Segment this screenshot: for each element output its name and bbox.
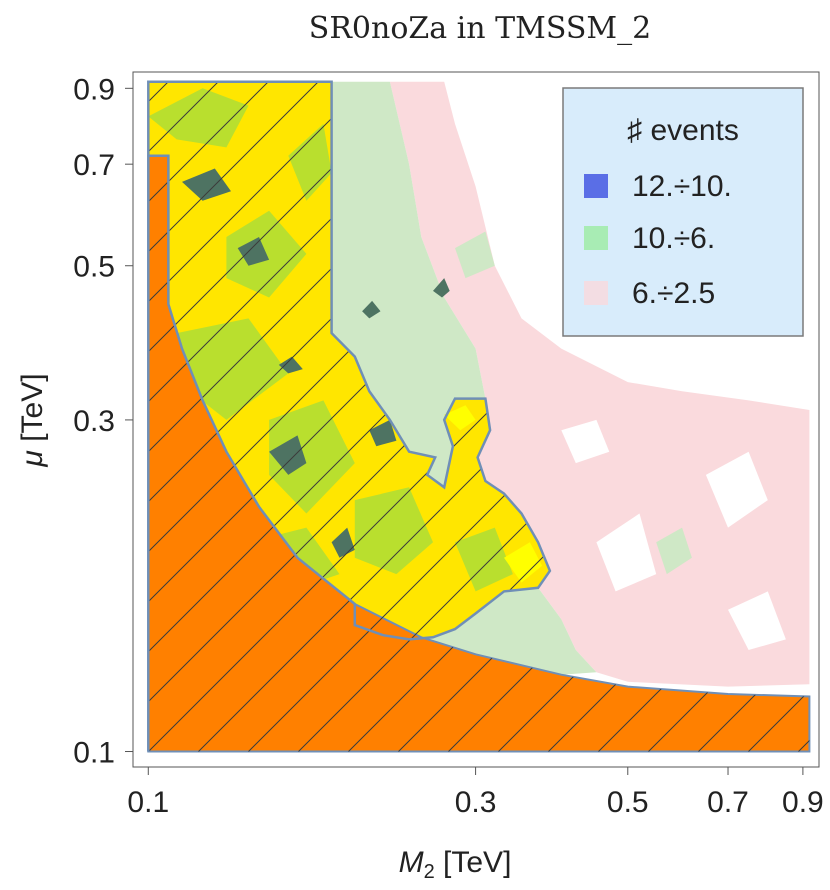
- x-tick-label: 0.5: [607, 786, 649, 819]
- light-green-region: [331, 81, 486, 488]
- legend-label: 10.÷6.: [632, 222, 715, 255]
- y-tick-label: 0.1: [73, 737, 115, 770]
- y-label-unit: [TeV]: [16, 373, 49, 450]
- light-green-patch: [455, 231, 495, 279]
- legend-swatch: [584, 281, 608, 305]
- y-label-symbol: μ: [16, 450, 49, 467]
- x-tick-label: 0.1: [127, 786, 169, 819]
- x-tick-label: 0.3: [455, 786, 497, 819]
- y-tick-label: 0.9: [73, 73, 115, 106]
- y-axis-label: μ [TeV]: [16, 373, 49, 467]
- legend: ♯ events 12.÷10. 10.÷6. 6.÷2.5: [562, 87, 804, 337]
- legend-label: 6.÷2.5: [632, 277, 715, 310]
- hatch-overlay: [148, 81, 810, 752]
- contour-layer: [147, 80, 811, 753]
- dark-contour-patch: [433, 278, 450, 298]
- legend-label: 12.÷10.: [632, 170, 732, 203]
- x-label-unit: [TeV]: [435, 846, 512, 879]
- white-hole: [561, 419, 610, 464]
- y-tick-label: 0.7: [73, 149, 115, 182]
- x-tick-label: 0.9: [782, 786, 824, 819]
- white-hole: [705, 451, 768, 528]
- y-axis-ticks: 0.1 0.3 0.5 0.7 0.9: [73, 73, 133, 770]
- white-hole: [596, 513, 657, 592]
- x-tick-label: 0.7: [707, 786, 749, 819]
- legend-swatch: [584, 174, 608, 198]
- y-tick-label: 0.3: [73, 405, 115, 438]
- dark-contour-patch: [362, 300, 381, 319]
- lower-green-region: [383, 587, 597, 675]
- white-hole: [728, 591, 786, 650]
- chart-title: SR0noZa in TMSSM_2: [309, 11, 651, 46]
- y-tick-label: 0.5: [73, 251, 115, 284]
- x-axis-label: M2 [TeV]: [399, 846, 512, 883]
- legend-swatch: [584, 226, 608, 250]
- pink-region: [389, 81, 810, 687]
- light-green-patch: [656, 527, 692, 575]
- x-axis-ticks: 0.1 0.3 0.5 0.7 0.9: [127, 767, 824, 819]
- legend-title: ♯ events: [627, 114, 739, 147]
- x-label-symbol: M: [399, 846, 424, 879]
- light-green-patches: [455, 231, 692, 575]
- allowed-region-outline: [147, 80, 552, 752]
- white-holes: [561, 419, 786, 650]
- x-label-subscript: 2: [424, 861, 435, 883]
